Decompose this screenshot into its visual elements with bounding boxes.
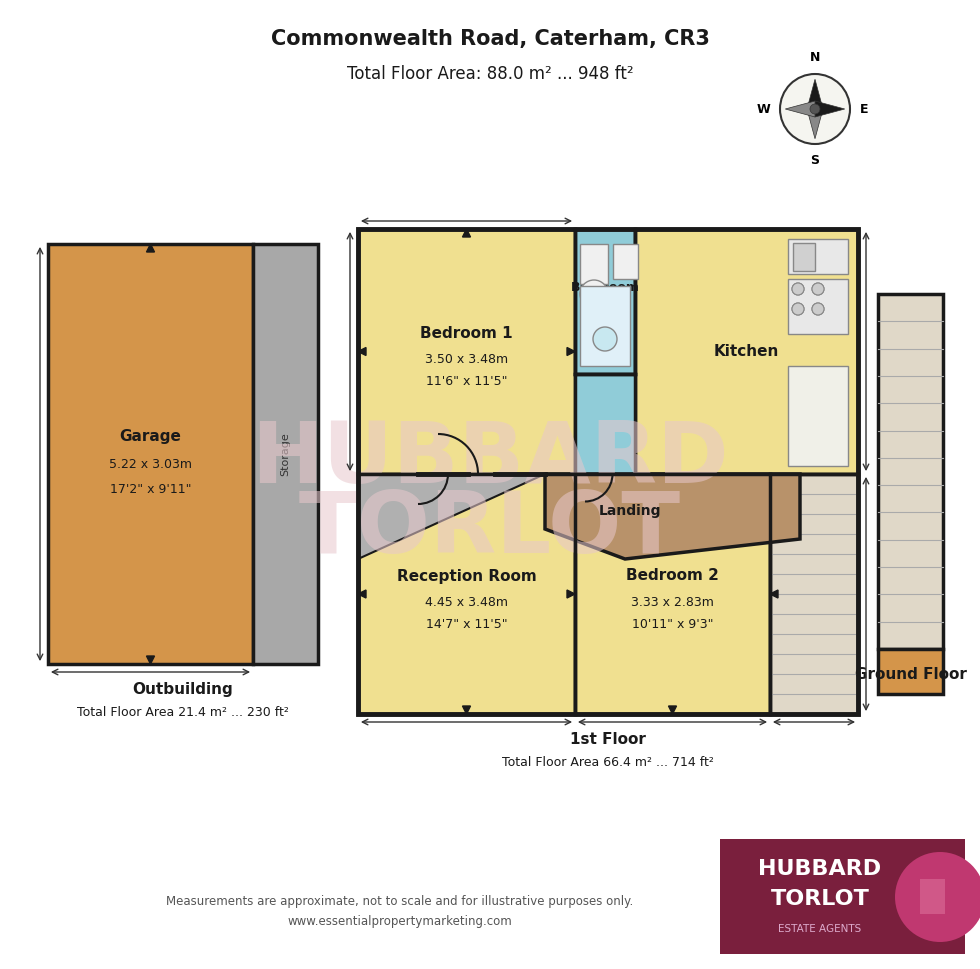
Polygon shape xyxy=(358,229,858,714)
Text: Bedroom 1: Bedroom 1 xyxy=(420,326,513,341)
Text: Bedroom 2: Bedroom 2 xyxy=(626,569,719,583)
Text: 11'6" x 11'5": 11'6" x 11'5" xyxy=(425,375,508,388)
Text: 3.50 x 3.48m: 3.50 x 3.48m xyxy=(425,353,508,366)
Circle shape xyxy=(812,283,824,295)
Text: E: E xyxy=(860,103,868,115)
Polygon shape xyxy=(807,79,823,109)
Text: Garage: Garage xyxy=(120,428,181,444)
Text: Outbuilding: Outbuilding xyxy=(132,682,233,697)
Text: Landing: Landing xyxy=(599,505,662,518)
Polygon shape xyxy=(463,706,470,714)
Text: www.essentialpropertymarketing.com: www.essentialpropertymarketing.com xyxy=(287,915,513,927)
Circle shape xyxy=(812,303,824,315)
Polygon shape xyxy=(770,474,858,714)
Polygon shape xyxy=(575,229,635,374)
Polygon shape xyxy=(635,229,858,474)
Text: Total Floor Area 21.4 m² ... 230 ft²: Total Floor Area 21.4 m² ... 230 ft² xyxy=(77,706,289,719)
Text: Storage: Storage xyxy=(280,432,290,476)
Polygon shape xyxy=(146,244,155,252)
Polygon shape xyxy=(146,656,155,664)
Text: 1st Floor: 1st Floor xyxy=(570,732,646,747)
Text: HUBBARD: HUBBARD xyxy=(759,859,882,879)
Polygon shape xyxy=(788,366,848,466)
Text: HUBBARD: HUBBARD xyxy=(251,418,729,501)
Polygon shape xyxy=(358,348,366,356)
Polygon shape xyxy=(253,244,318,664)
Polygon shape xyxy=(358,474,575,714)
Circle shape xyxy=(780,74,850,144)
Text: Total Floor Area 66.4 m² ... 714 ft²: Total Floor Area 66.4 m² ... 714 ft² xyxy=(502,756,714,769)
Polygon shape xyxy=(358,229,575,474)
Circle shape xyxy=(792,303,804,315)
Text: Commonwealth Road, Caterham, CR3: Commonwealth Road, Caterham, CR3 xyxy=(270,29,710,49)
Polygon shape xyxy=(720,839,965,954)
Polygon shape xyxy=(793,243,815,271)
Text: 4.45 x 3.48m: 4.45 x 3.48m xyxy=(425,596,508,609)
Polygon shape xyxy=(878,649,943,694)
Text: ESTATE AGENTS: ESTATE AGENTS xyxy=(778,924,861,934)
Polygon shape xyxy=(878,294,943,649)
Text: Reception Room: Reception Room xyxy=(397,569,536,583)
Circle shape xyxy=(812,283,824,295)
Polygon shape xyxy=(545,474,800,559)
Circle shape xyxy=(792,283,804,295)
Text: TORLOT: TORLOT xyxy=(299,487,681,571)
Text: Bathroom: Bathroom xyxy=(570,280,639,294)
Polygon shape xyxy=(575,474,770,714)
Polygon shape xyxy=(358,590,366,598)
Text: TORLOT: TORLOT xyxy=(770,889,869,909)
Circle shape xyxy=(792,283,804,295)
Polygon shape xyxy=(613,244,638,279)
Text: N: N xyxy=(809,51,820,64)
Text: S: S xyxy=(810,154,819,167)
Text: Kitchen: Kitchen xyxy=(713,344,779,359)
Circle shape xyxy=(895,852,980,942)
Text: Total Floor Area: 88.0 m² ... 948 ft²: Total Floor Area: 88.0 m² ... 948 ft² xyxy=(347,65,633,83)
Circle shape xyxy=(593,327,617,351)
Text: 5.22 x 3.03m: 5.22 x 3.03m xyxy=(109,457,192,471)
Polygon shape xyxy=(463,229,470,237)
Polygon shape xyxy=(567,590,575,598)
Polygon shape xyxy=(580,244,608,284)
Polygon shape xyxy=(668,706,676,714)
Polygon shape xyxy=(785,101,815,117)
Polygon shape xyxy=(358,474,545,559)
Text: Ground Floor: Ground Floor xyxy=(855,667,966,682)
Polygon shape xyxy=(788,239,848,274)
Text: 17'2" x 9'11": 17'2" x 9'11" xyxy=(110,483,191,495)
Polygon shape xyxy=(807,109,823,139)
Polygon shape xyxy=(580,286,630,366)
Circle shape xyxy=(792,303,804,315)
Polygon shape xyxy=(48,244,253,664)
Text: 14'7" x 11'5": 14'7" x 11'5" xyxy=(425,617,508,631)
Polygon shape xyxy=(567,348,575,356)
Text: 10'11" x 9'3": 10'11" x 9'3" xyxy=(632,617,713,631)
Text: Measurements are approximate, not to scale and for illustrative purposes only.: Measurements are approximate, not to sca… xyxy=(167,894,634,908)
Circle shape xyxy=(812,303,824,315)
Polygon shape xyxy=(575,374,635,474)
Circle shape xyxy=(580,280,608,308)
Polygon shape xyxy=(815,101,845,117)
Text: W: W xyxy=(757,103,770,115)
Polygon shape xyxy=(920,879,945,914)
Circle shape xyxy=(810,104,820,114)
Text: 3.33 x 2.83m: 3.33 x 2.83m xyxy=(631,596,714,609)
Polygon shape xyxy=(788,279,848,334)
Polygon shape xyxy=(770,590,778,598)
